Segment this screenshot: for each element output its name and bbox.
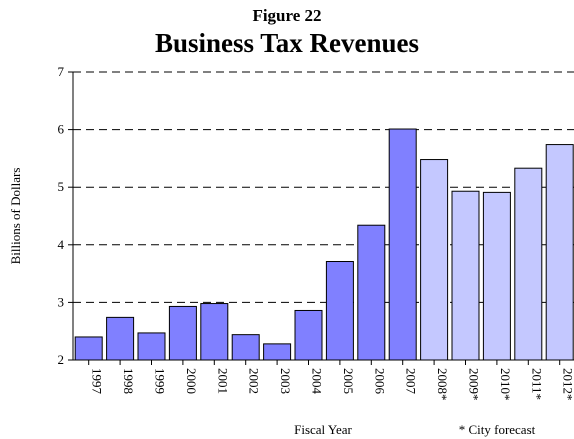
- y-tick-label: 7: [58, 64, 65, 79]
- bar-2000: [168, 305, 197, 361]
- bar-2011-forecast: [514, 167, 543, 361]
- y-tick-label: 2: [58, 352, 65, 367]
- x-tick-label: 2006: [372, 368, 387, 395]
- bar-1997: [74, 336, 103, 361]
- bar-1999: [137, 332, 166, 361]
- x-tick-label: 1998: [121, 368, 136, 394]
- bar-1998: [106, 316, 135, 361]
- y-tick-label: 5: [58, 179, 65, 194]
- x-tick-label: 2001: [215, 368, 230, 394]
- bar-2012-forecast: [545, 144, 574, 361]
- bar-2006: [357, 224, 386, 361]
- figure-label: Figure 22: [252, 6, 321, 25]
- x-tick-label: 2008*: [435, 368, 450, 401]
- x-tick-label: 2003: [278, 368, 293, 394]
- bar-2010-forecast: [482, 191, 511, 361]
- x-tick-label: 2000: [184, 368, 199, 394]
- x-tick-label: 1999: [153, 368, 168, 394]
- x-tick-label: 2007: [404, 368, 419, 395]
- x-tick-label: 2005: [341, 368, 356, 394]
- y-tick-labels: 2 3 4 5 6 7: [58, 64, 65, 367]
- x-tick-label: 2012*: [561, 368, 574, 401]
- bar-2008-forecast: [420, 159, 449, 361]
- axes: [68, 71, 574, 365]
- bar-2005: [325, 261, 354, 361]
- x-tick-label: 1997: [90, 368, 105, 395]
- x-tick-label: 2010*: [498, 368, 513, 401]
- chart-title: Business Tax Revenues: [155, 28, 419, 58]
- y-tick-label: 4: [58, 237, 65, 252]
- bar-2002: [231, 334, 260, 361]
- bar-2001: [200, 303, 229, 361]
- bar-2009-forecast: [451, 190, 480, 361]
- x-tick-labels: 1997 1998 1999 2000 2001 2002 2003 2004 2005 2006…: [90, 368, 574, 401]
- y-axis-label: Billions of Dollars: [8, 168, 23, 265]
- bar-2003: [263, 343, 292, 361]
- bar-2004: [294, 309, 323, 361]
- x-tick-label: 2004: [310, 368, 325, 395]
- forecast-footnote: * City forecast: [459, 422, 536, 437]
- bars: [74, 128, 574, 361]
- x-axis-label: Fiscal Year: [294, 422, 352, 437]
- x-tick-label: 2009*: [467, 368, 482, 401]
- x-tick-label: 2011*: [529, 368, 544, 400]
- bar-2007: [388, 128, 417, 361]
- y-tick-label: 6: [58, 122, 65, 137]
- y-tick-label: 3: [58, 294, 65, 309]
- x-tick-label: 2002: [247, 368, 262, 394]
